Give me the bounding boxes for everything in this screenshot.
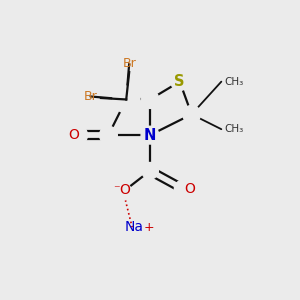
Text: O: O — [184, 182, 195, 196]
Text: S: S — [175, 74, 185, 89]
Text: O: O — [119, 183, 130, 197]
Text: O: O — [68, 128, 79, 142]
Circle shape — [141, 126, 159, 144]
Text: Na: Na — [124, 220, 143, 234]
Circle shape — [70, 126, 88, 144]
Text: +: + — [143, 221, 154, 234]
Text: Br: Br — [84, 90, 98, 103]
Circle shape — [141, 91, 159, 108]
Circle shape — [142, 163, 158, 179]
Circle shape — [115, 183, 132, 200]
Text: CH₃: CH₃ — [224, 124, 244, 134]
Circle shape — [171, 73, 189, 91]
Circle shape — [113, 86, 140, 113]
Text: Br: Br — [122, 57, 136, 70]
Circle shape — [174, 180, 191, 197]
Circle shape — [100, 126, 117, 144]
Circle shape — [183, 105, 200, 123]
Text: N: N — [144, 128, 156, 142]
Text: CH₃: CH₃ — [224, 76, 244, 87]
Text: ⁻: ⁻ — [113, 184, 120, 196]
